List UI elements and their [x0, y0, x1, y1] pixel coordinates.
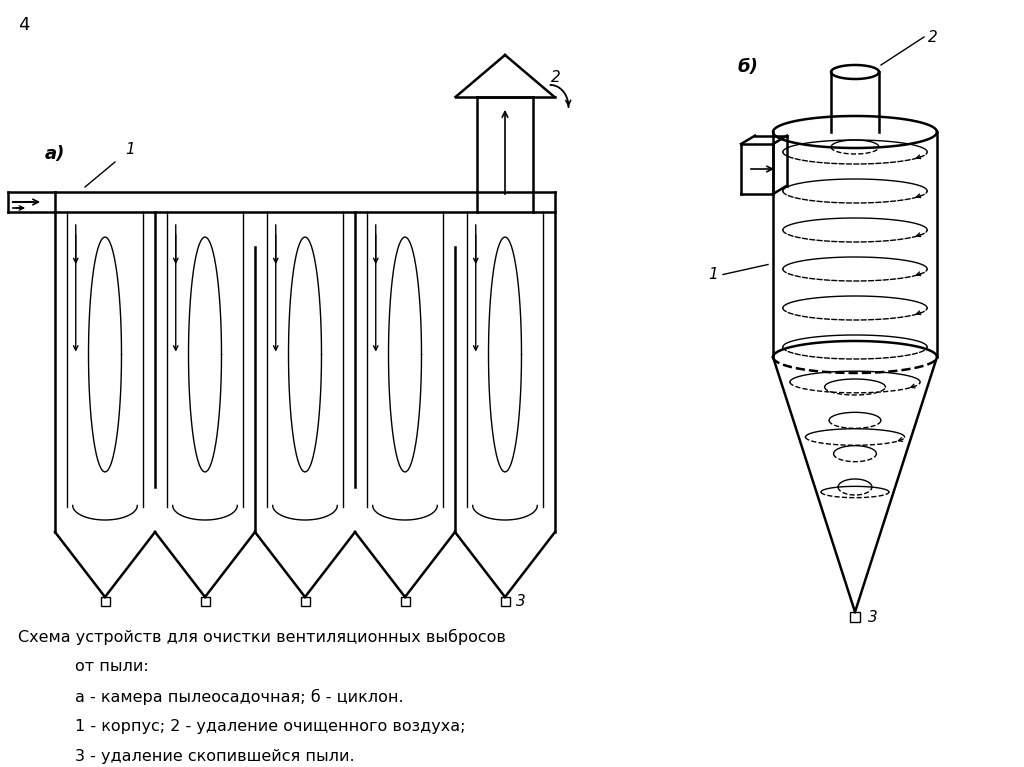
Text: 2: 2 [551, 70, 560, 85]
Text: б): б) [738, 58, 759, 76]
Text: 1 - корпус; 2 - удаление очищенного воздуха;: 1 - корпус; 2 - удаление очищенного возд… [75, 719, 466, 734]
Text: 3: 3 [868, 610, 878, 624]
Bar [400, 597, 410, 606]
Bar [100, 597, 110, 606]
Text: 2: 2 [928, 29, 938, 44]
Text: 4: 4 [18, 16, 30, 34]
Text: 1: 1 [709, 267, 718, 282]
Text: от пыли:: от пыли: [75, 659, 148, 674]
Text: а): а) [45, 145, 66, 163]
Text: 3: 3 [515, 594, 525, 609]
Text: 3 - удаление скопившейся пыли.: 3 - удаление скопившейся пыли. [75, 749, 354, 764]
Bar [300, 597, 309, 606]
Bar [201, 597, 210, 606]
Bar [501, 597, 510, 606]
Bar [850, 612, 860, 622]
Text: а - камера пылеосадочная; б - циклон.: а - камера пылеосадочная; б - циклон. [75, 689, 403, 705]
Text: Схема устройств для очистки вентиляционных выбросов: Схема устройств для очистки вентиляционн… [18, 629, 506, 645]
Text: 1: 1 [125, 142, 135, 157]
